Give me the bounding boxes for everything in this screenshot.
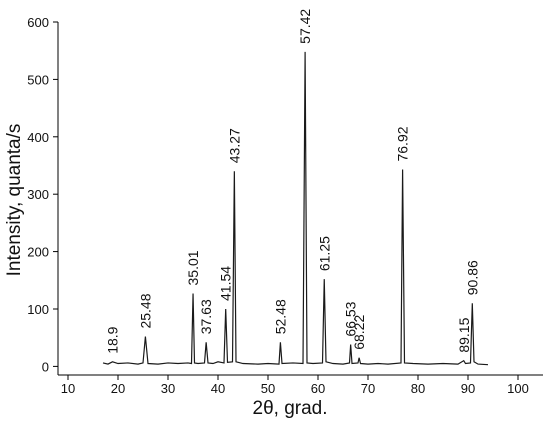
peak-label: 76.92 bbox=[395, 126, 411, 161]
peak-label: 37.63 bbox=[198, 299, 214, 334]
x-tick-label: 10 bbox=[61, 381, 75, 396]
peak-label: 43.27 bbox=[226, 128, 242, 163]
x-tick-label: 60 bbox=[311, 381, 325, 396]
peak-label: 68.22 bbox=[351, 315, 367, 350]
peak-label: 35.01 bbox=[185, 250, 201, 285]
x-axis-title: 2θ, grad. bbox=[253, 398, 328, 419]
x-tick-label: 30 bbox=[161, 381, 175, 396]
peak-label: 66.53 bbox=[343, 301, 359, 336]
y-tick-label: 200 bbox=[27, 245, 49, 260]
x-tick-label: 100 bbox=[507, 381, 529, 396]
peak-label: 18.9 bbox=[105, 326, 121, 353]
y-tick-label: 400 bbox=[27, 130, 49, 145]
y-axis-title: Intensity, quanta/s bbox=[4, 124, 25, 277]
peak-label: 57.42 bbox=[297, 9, 313, 44]
peak-label: 52.48 bbox=[272, 299, 288, 334]
peak-label: 41.54 bbox=[218, 266, 234, 301]
x-tick-label: 80 bbox=[411, 381, 425, 396]
y-tick-label: 300 bbox=[27, 187, 49, 202]
x-tick-label: 70 bbox=[361, 381, 375, 396]
x-tick-label: 40 bbox=[211, 381, 225, 396]
y-tick-label: 100 bbox=[27, 302, 49, 317]
x-tick-label: 90 bbox=[461, 381, 475, 396]
peak-label: 25.48 bbox=[137, 293, 153, 328]
peak-label: 90.86 bbox=[464, 260, 480, 295]
peak-label: 61.25 bbox=[316, 236, 332, 271]
x-tick-label: 20 bbox=[111, 381, 125, 396]
y-tick-label: 600 bbox=[27, 15, 49, 30]
x-tick-label: 50 bbox=[261, 381, 275, 396]
y-tick-label: 500 bbox=[27, 72, 49, 87]
spectrum-line bbox=[102, 51, 489, 366]
peak-label: 89.15 bbox=[456, 317, 472, 352]
y-tick-label: 0 bbox=[42, 359, 49, 374]
